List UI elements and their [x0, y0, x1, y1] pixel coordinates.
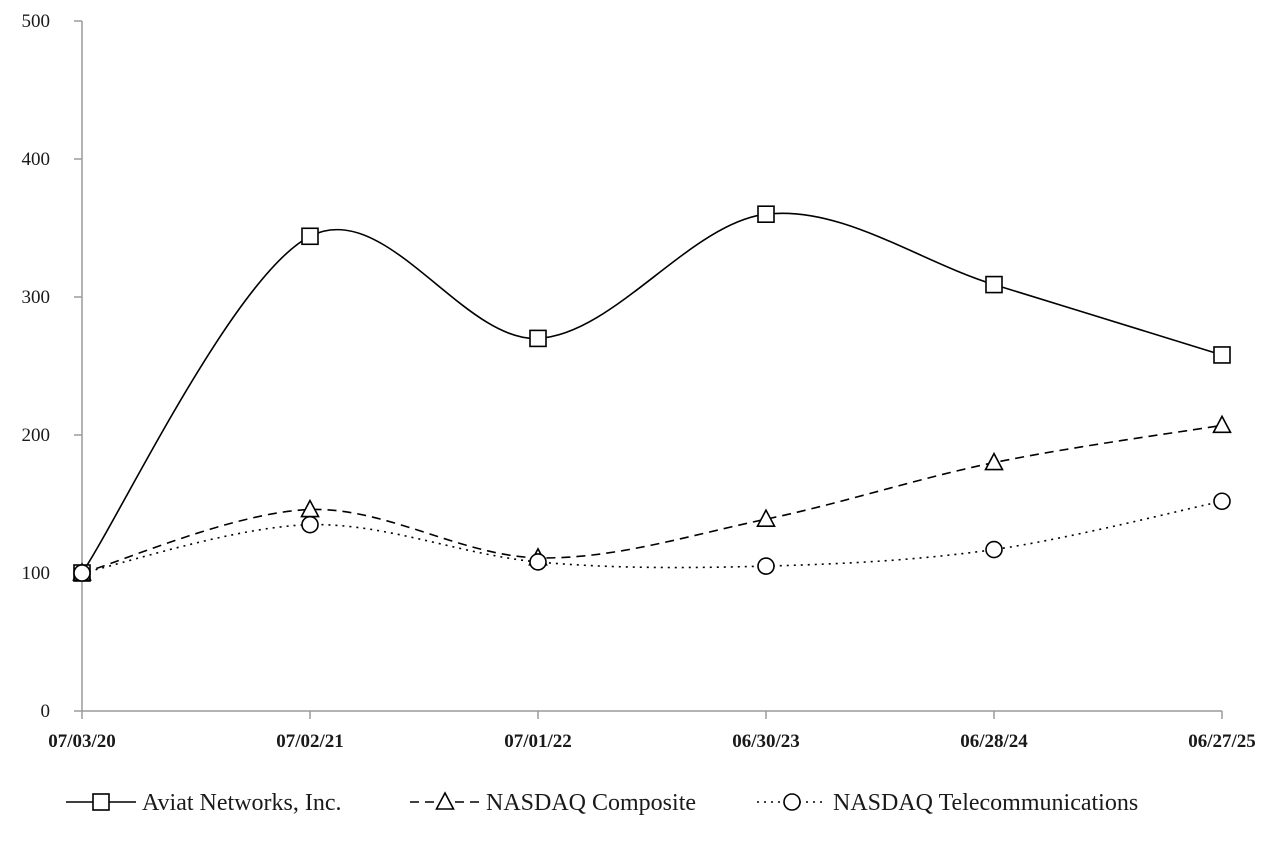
series-1-point: [301, 227, 319, 246]
legend-label: Aviat Networks, Inc.: [142, 790, 342, 816]
series-3-point: [1213, 492, 1231, 511]
series-line-1: [81, 212, 1223, 574]
legend-label: NASDAQ Telecommunications: [833, 790, 1138, 816]
series-2-point: [984, 451, 1004, 471]
series-2-point: [300, 498, 320, 518]
y-tick-label: 400: [22, 149, 51, 170]
x-tick-label: 07/01/22: [504, 731, 572, 752]
series-3-point: [757, 557, 775, 575]
x-tick-label: 06/28/24: [960, 731, 1028, 752]
series-1-point: [1213, 346, 1231, 364]
series-3-point: [301, 515, 319, 534]
series-line-2: [81, 424, 1223, 574]
series-line-3: [81, 500, 1223, 574]
legend: Aviat Networks, Inc. NASDAQ Composite NASD…: [66, 790, 1138, 816]
x-tick-label: 06/27/25: [1188, 731, 1256, 752]
legend-item-3: NASDAQ Telecommunications: [757, 790, 1138, 816]
y-tick-label: 0: [41, 701, 51, 722]
legend-marker: [435, 791, 455, 810]
legend-item-2: NASDAQ Composite: [410, 790, 696, 816]
y-tick-label: 200: [22, 425, 51, 446]
series-markers: [72, 205, 1232, 582]
series-lines: [81, 212, 1223, 574]
legend-item-1: Aviat Networks, Inc.: [66, 790, 342, 816]
legend-marker: [783, 793, 801, 811]
series-2-point: [1212, 414, 1232, 434]
series-1-point: [757, 205, 775, 223]
legend-marker: [92, 793, 110, 811]
y-tick-label: 100: [22, 563, 51, 584]
series-3-point: [73, 564, 91, 582]
series-1-point: [529, 329, 547, 348]
x-tick-label: 07/03/20: [48, 731, 116, 752]
y-tick-label: 500: [22, 11, 51, 32]
series-3-point: [985, 540, 1003, 559]
series-2-point: [756, 508, 776, 527]
y-tick-label: 300: [22, 287, 51, 308]
axes: 0 100 200 300 400 500 07/03/20 07/02/21 07/01/22…: [22, 11, 1256, 752]
series-1-point: [985, 275, 1003, 294]
series-3-point: [529, 553, 547, 571]
legend-label: NASDAQ Composite: [486, 790, 696, 816]
x-tick-label: 07/02/21: [276, 731, 344, 752]
x-tick-label: 06/30/23: [732, 731, 800, 752]
